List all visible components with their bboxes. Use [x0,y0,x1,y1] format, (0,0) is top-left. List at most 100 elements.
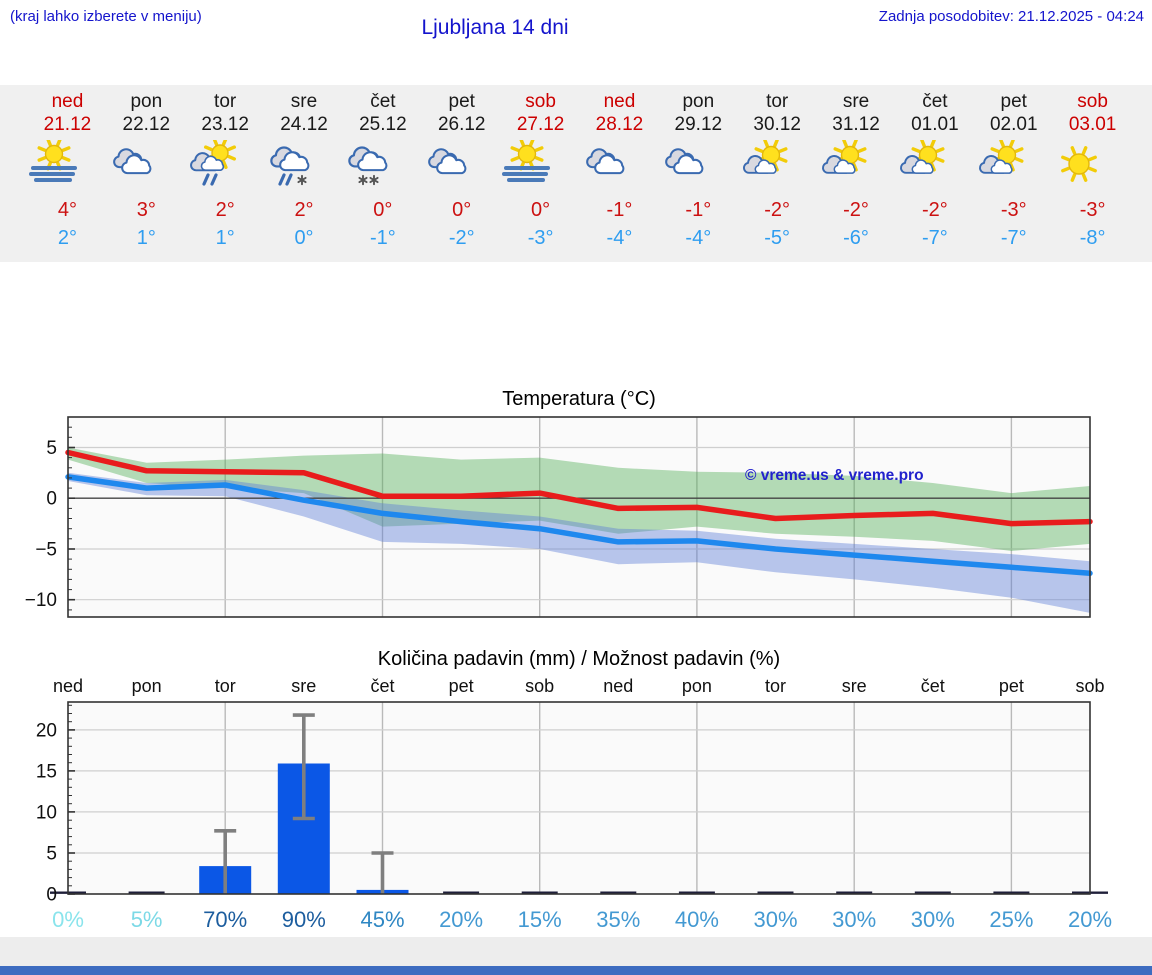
fog-sun-icon [29,140,77,182]
high-temp: -2° [764,199,791,221]
day-name: čet [922,91,948,112]
high-temp: 0° [452,199,472,221]
day-name: sob [525,91,556,112]
day-date: 22.12 [122,114,171,135]
day-date: 28.12 [595,114,644,135]
low-temp: -4° [685,227,712,249]
high-temp: -3° [1079,199,1106,221]
precip-prob-label: 25% [989,907,1033,932]
weather-icon-slot [422,140,501,192]
day-date: 24.12 [280,114,328,135]
precipitation-chart: 0 5 10 15 20 ned pon tor sre čet pet sob ned pon tor sr… [0,645,1152,937]
precip-prob-label: 20% [1068,907,1112,932]
day-name: pet [1000,91,1027,112]
precip-prob-label: 45% [360,907,404,932]
day-name: tor [766,91,789,112]
precip-day-label: pon [682,676,712,696]
forecast-strip: ned 21.12 4° 2° pon 22.12 3° 1° tor 23.12 2° 1° sre… [0,85,1152,262]
forecast-day: sre 24.12 2° 0° [265,85,344,262]
precip-prob-label: 5% [131,907,163,932]
forecast-day: pon 29.12 -1° -4° [659,85,738,262]
precip-ytick-label: 5 [46,844,57,865]
last-update: Zadnja posodobitev: 21.12.2025 - 04:24 [878,8,1144,25]
weather-icon-slot [28,140,107,192]
precip-prob-label: 15% [518,907,562,932]
sunny-icon [1061,146,1098,182]
location-hint: (kraj lahko izberete v meniju) [10,8,202,25]
precip-day-label: ned [603,676,633,696]
low-temp: -7° [1000,227,1027,249]
forecast-day: tor 23.12 2° 1° [186,85,265,262]
low-temp: -2° [448,227,475,249]
temp-ytick-label: 5 [46,438,57,459]
precip-chart-title: Količina padavin (mm) / Možnost padavin … [378,648,780,670]
high-temp: 2° [215,199,235,221]
forecast-day: tor 30.12 -2° -5° [738,85,817,262]
weather-icon-slot [107,140,186,192]
precip-plot-area [68,702,1090,894]
day-name: tor [214,91,237,112]
temp-plot-area [68,417,1090,617]
precip-day-label: pon [132,676,162,696]
min-temp-range-band [68,472,1090,613]
precip-prob-label: 70% [203,907,247,932]
temperature-chart-svg: −10 −5 0 5 Temperatura (°C) © vreme.us & vrem… [25,388,1093,618]
cloudy-icon [586,148,625,175]
precip-prob-label: 30% [753,907,797,932]
day-name: sre [842,91,870,112]
weather-icon-slot [895,140,974,192]
cloudy-icon [113,148,152,175]
low-temp: -8° [1079,227,1106,249]
day-date: 03.01 [1068,114,1117,135]
low-temp: -5° [764,227,791,249]
snow-icon [348,146,388,186]
high-temp: 2° [294,199,314,221]
day-name: pet [448,91,475,112]
partly-sunny-icon [979,140,1024,174]
day-name: čet [370,91,396,112]
day-date: 31.12 [832,114,880,135]
weather-icon-slot [186,140,265,192]
high-temp: 0° [373,199,393,221]
forecast-day: sre 31.12 -2° -6° [817,85,896,262]
day-name: ned [51,91,84,112]
cloudy-icon [428,148,467,175]
low-temp: 1° [215,227,235,249]
high-temp: -2° [921,199,948,221]
day-date: 02.01 [989,114,1038,135]
high-temp: -2° [843,199,869,221]
precip-prob-label: 40% [675,907,719,932]
precip-day-label: čet [921,676,945,696]
precip-ytick-label: 0 [46,885,57,906]
partly-sunny-icon [742,140,788,174]
weather-icon-slot [738,140,817,192]
day-name: ned [603,91,636,112]
min-temp-line [65,474,1093,577]
forecast-day: pet 26.12 0° -2° [422,85,501,262]
forecast-day: čet 01.01 -2° -7° [895,85,974,262]
precip-day-label: ned [53,676,83,696]
precip-ytick-label: 10 [36,802,57,823]
footer-bar [0,966,1152,975]
weather-icon-slot [580,140,659,192]
partly-sunny-icon [900,140,945,174]
precip-prob-label: 30% [832,907,876,932]
precip-day-label: pet [999,676,1024,696]
max-temp-line [65,449,1093,527]
high-temp: -1° [606,199,633,221]
precip-day-label: tor [215,676,236,696]
day-date: 21.12 [43,114,92,135]
partly-sunny-icon [821,140,867,174]
low-temp: -3° [527,227,554,249]
page-title: Ljubljana 14 dni [421,16,569,39]
temp-ytick-label: −10 [25,590,57,611]
day-name: pon [682,91,715,112]
weather-icon-slot [659,140,738,192]
precip-day-label: sob [525,676,554,696]
forecast-day: sob 03.01 -3° -8° [1053,85,1132,262]
low-temp: 1° [136,227,156,249]
precip-ytick-label: 15 [36,761,57,782]
weather-icon-slot [817,140,896,192]
sleet-icon [269,146,309,186]
